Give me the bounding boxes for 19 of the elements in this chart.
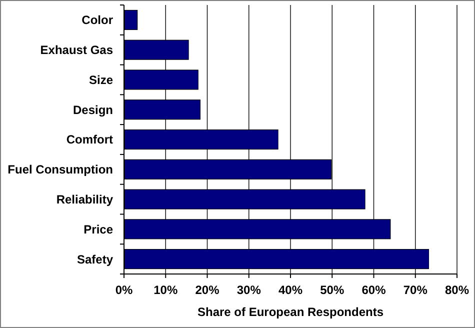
x-tick-label: 80% <box>444 283 470 297</box>
x-tick-label: 30% <box>236 283 262 297</box>
y-tick-label: Size <box>88 72 114 87</box>
y-tick-label: Fuel Consumption <box>8 162 113 177</box>
y-tick-label: Safety <box>76 252 114 266</box>
x-tick-label: 40% <box>278 283 303 297</box>
y-tick-label: Price <box>84 222 114 236</box>
y-tick-label: Exhaust Gas <box>40 43 114 58</box>
x-axis-title: Share of European Respondents <box>197 305 384 319</box>
x-tick-label: 60% <box>362 283 386 297</box>
x-tick-label: 20% <box>195 283 220 297</box>
y-tick-label: Comfort <box>66 132 113 147</box>
y-tick-label: Color <box>82 13 114 28</box>
x-tick-label: 0% <box>115 283 133 297</box>
x-tick-label: 50% <box>320 283 344 297</box>
y-tick-label: Design <box>72 102 113 117</box>
x-tick-label: 70% <box>403 283 428 297</box>
x-tick-label: 10% <box>154 283 178 297</box>
y-tick-label: Reliability <box>56 192 114 206</box>
